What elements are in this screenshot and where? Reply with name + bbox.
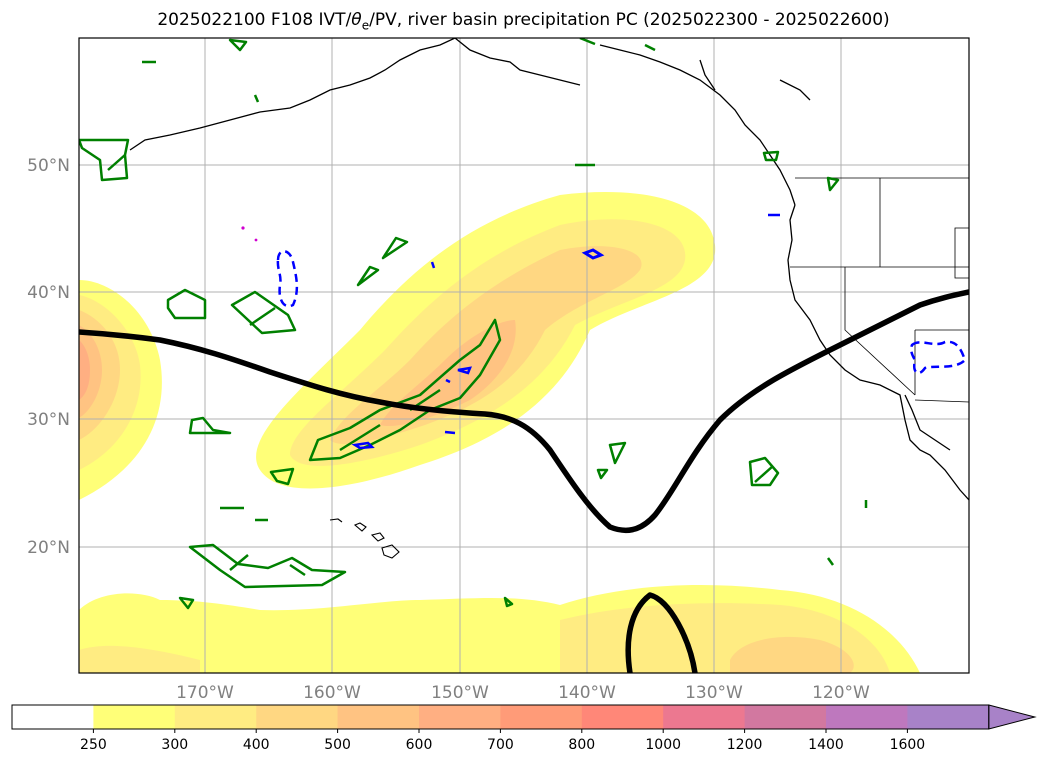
colorbar-swatch: [12, 705, 94, 729]
lon-label: 140°W: [558, 683, 616, 703]
graticule: [79, 38, 969, 673]
colorbar-tick-label: 500: [324, 737, 351, 753]
blue-contours: [276, 213, 967, 450]
lat-label: 40°N: [27, 283, 70, 303]
colorbar-tick-label: 800: [568, 737, 595, 753]
lon-label: 160°W: [303, 683, 361, 703]
latitude-labels: 50°N 40°N 30°N 20°N: [27, 156, 70, 558]
longitude-labels: 170°W 160°W 150°W 140°W 130°W 120°W: [176, 683, 870, 703]
magenta-marker: [241, 226, 245, 230]
lat-label: 30°N: [27, 410, 70, 430]
green-contours: [79, 38, 868, 610]
colorbar-tick-label: 600: [406, 737, 433, 753]
colorbar-swatch: [419, 705, 501, 729]
title-subscript: e: [361, 18, 370, 33]
colorbar-swatch: [337, 705, 420, 729]
colorbar-swatch: [174, 705, 257, 729]
lat-label: 50°N: [27, 156, 70, 176]
colorbar: 250 300 400 500 600 700 800 1000 1200 1400 1600: [11, 704, 1037, 753]
colorbar-tick-label: 1000: [645, 737, 681, 753]
colorbar-swatch: [744, 705, 827, 729]
title-theta: θ: [351, 10, 362, 30]
colorbar-extend-arrow: [988, 704, 1037, 730]
coastlines: [129, 38, 969, 501]
title-prefix: 2025022100 F108 IVT/: [157, 10, 352, 30]
hawaii-islands: [329, 518, 400, 559]
magenta-marker: [254, 238, 258, 242]
lon-label: 150°W: [431, 683, 489, 703]
lon-label: 130°W: [685, 683, 743, 703]
colorbar-tick-label: 300: [161, 737, 188, 753]
colorbar-swatch: [663, 705, 746, 729]
title-suffix: /PV, river basin precipitation PC (20250…: [369, 10, 890, 30]
colorbar-tick-label: 400: [243, 737, 270, 753]
colorbar-swatch: [826, 705, 908, 729]
political-borders: [790, 177, 969, 403]
colorbar-swatch: [581, 705, 664, 729]
ivt-band-south: [79, 585, 920, 673]
colorbar-tick-label: 1400: [808, 737, 844, 753]
colorbar-tick-label: 1200: [727, 737, 763, 753]
map-frame: [78, 37, 970, 674]
map-title: 2025022100 F108 IVT/θe/PV, river basin p…: [0, 10, 1047, 32]
colorbar-tick-label: 250: [80, 737, 107, 753]
map-area: [79, 38, 969, 673]
pv-contours: [79, 289, 969, 673]
colorbar-swatch: [907, 705, 990, 729]
lat-label: 20°N: [27, 538, 70, 558]
colorbar-tick-label: 1600: [890, 737, 926, 753]
colorbar-swatch: [500, 705, 583, 729]
colorbar-tick-label: 700: [487, 737, 514, 753]
lon-label: 120°W: [812, 683, 870, 703]
colorbar-swatch: [93, 705, 176, 729]
colorbar-swatch: [256, 705, 339, 729]
lon-label: 170°W: [176, 683, 234, 703]
